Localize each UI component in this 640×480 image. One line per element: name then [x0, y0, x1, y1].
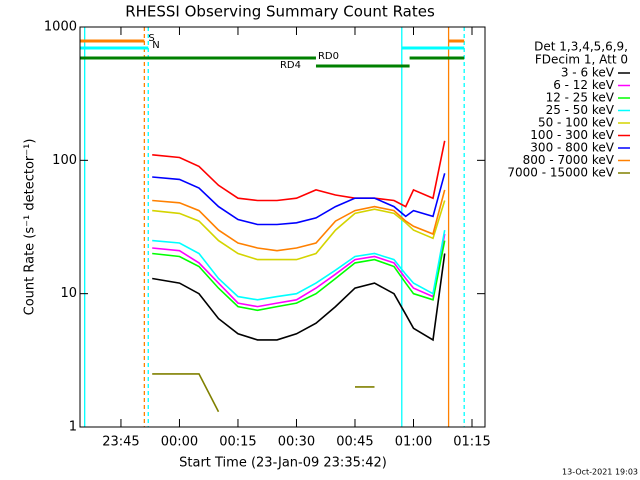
series-line: [152, 240, 446, 312]
x-tick-label: 00:15: [219, 435, 256, 450]
x-axis-label: Start Time (23-Jan-09 23:35:42): [179, 456, 387, 471]
legend-header: Det 1,3,4,5,6,9,: [534, 40, 628, 54]
legend-label: 50 - 100 keV: [538, 116, 615, 130]
legend-label: 100 - 300 keV: [530, 128, 614, 142]
flag-label: N: [152, 40, 159, 51]
x-tick-label: 00:45: [336, 435, 373, 450]
flag-label: RD0: [318, 51, 339, 62]
legend-label: 6 - 12 keV: [553, 78, 615, 92]
x-tick-label: 23:45: [102, 435, 139, 450]
legend-label: 25 - 50 keV: [546, 103, 615, 117]
plot-frame: [79, 26, 486, 428]
legend-label: 800 - 7000 keV: [523, 153, 615, 167]
series-line: [152, 233, 446, 308]
legend-label: 12 - 25 keV: [546, 91, 615, 105]
series-line: [152, 140, 446, 208]
series-line: [152, 229, 446, 301]
legend-label: 3 - 6 keV: [561, 66, 615, 80]
series-line: [152, 189, 446, 252]
legend-label: 300 - 800 keV: [530, 141, 614, 155]
y-tick-label: 10: [60, 286, 77, 301]
y-tick-label: 1000: [44, 20, 77, 35]
footer: 13-Oct-2021 19:03: [562, 468, 638, 477]
x-tick-label: 01:00: [395, 435, 432, 450]
legend-header: FDecim 1, Att 0: [535, 53, 628, 67]
chart-title: RHESSI Observing Summary Count Rates: [125, 3, 435, 21]
x-tick-label: 00:30: [278, 435, 315, 450]
legend-label: 7000 - 15000 keV: [507, 166, 614, 180]
series-line: [152, 253, 446, 342]
series-line: [152, 173, 446, 226]
flag-label: RD4: [280, 60, 301, 71]
y-axis-label: Count Rate (s⁻¹ detector⁻¹): [23, 139, 38, 316]
series-line: [152, 200, 446, 261]
y-tick-label: 1: [69, 420, 77, 435]
x-tick-label: 01:15: [453, 435, 490, 450]
y-tick-label: 100: [52, 153, 77, 168]
x-tick-label: 00:00: [161, 435, 198, 450]
flag-label: S: [148, 33, 154, 44]
